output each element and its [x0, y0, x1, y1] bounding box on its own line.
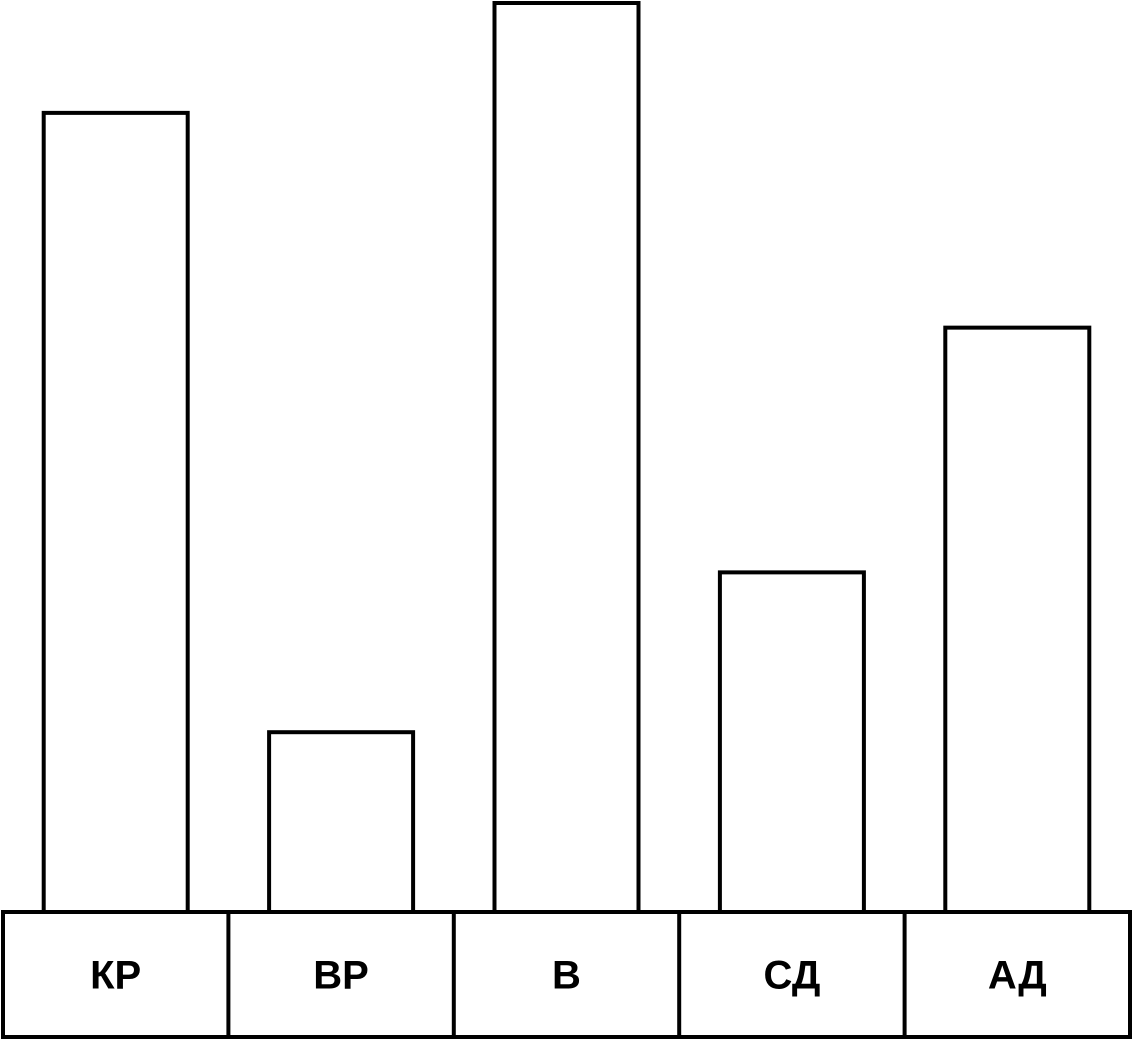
bar — [492, 1, 641, 914]
x-tick-label: СД — [763, 954, 820, 998]
bar — [717, 570, 866, 914]
bar — [267, 730, 416, 915]
x-tick-label: ВР — [313, 954, 369, 998]
x-tick-label: КР — [90, 954, 141, 998]
bar — [41, 110, 190, 914]
bar — [943, 325, 1092, 914]
x-tick-label: В — [552, 954, 581, 998]
x-tick-label: АД — [988, 954, 1047, 998]
category-strip — [1, 910, 1132, 1039]
